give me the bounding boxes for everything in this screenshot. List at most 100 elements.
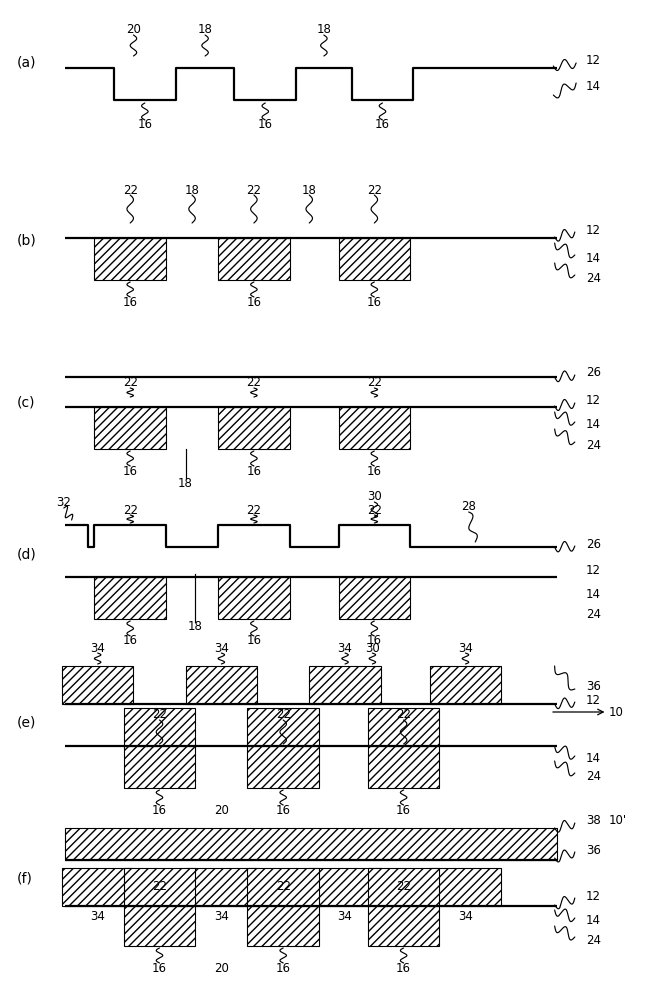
Text: 22: 22 — [122, 376, 138, 389]
Text: 16: 16 — [275, 962, 291, 974]
Bar — [430, 666, 501, 704]
Text: 12: 12 — [586, 54, 601, 68]
Text: 10': 10' — [609, 814, 627, 826]
Text: 34: 34 — [90, 910, 105, 922]
Text: 18: 18 — [316, 23, 331, 36]
Text: (c): (c) — [16, 396, 35, 410]
Text: 20: 20 — [214, 962, 229, 974]
Text: 16: 16 — [246, 296, 262, 308]
Text: 14: 14 — [586, 752, 601, 764]
Bar — [247, 708, 319, 746]
Bar — [247, 868, 319, 906]
Text: 16: 16 — [367, 465, 382, 478]
Text: 22: 22 — [396, 708, 411, 721]
Text: 36: 36 — [586, 843, 601, 856]
Text: 34: 34 — [214, 910, 229, 922]
Text: 16: 16 — [367, 635, 382, 648]
Text: 22: 22 — [152, 880, 167, 894]
Text: (f): (f) — [16, 871, 32, 885]
Text: 22: 22 — [122, 504, 138, 516]
Text: 32: 32 — [57, 496, 71, 510]
Text: 22: 22 — [246, 376, 262, 389]
Text: 16: 16 — [122, 296, 138, 308]
Text: 12: 12 — [586, 890, 601, 902]
Bar — [218, 238, 290, 280]
Text: 14: 14 — [586, 418, 601, 432]
Text: 22: 22 — [396, 880, 411, 894]
Bar — [62, 666, 133, 704]
Text: 10: 10 — [609, 706, 624, 718]
Text: 18: 18 — [302, 184, 316, 196]
Text: 30: 30 — [365, 642, 380, 654]
Text: 30: 30 — [367, 490, 381, 504]
Bar — [368, 906, 439, 946]
Text: 16: 16 — [246, 635, 262, 648]
Bar — [62, 868, 133, 906]
Bar — [94, 407, 166, 449]
Text: 16: 16 — [152, 962, 167, 974]
Bar — [124, 746, 195, 788]
Text: 34: 34 — [458, 642, 473, 654]
Text: 16: 16 — [246, 465, 262, 478]
Bar — [124, 906, 195, 946]
Text: 20: 20 — [126, 23, 141, 36]
Text: 16: 16 — [137, 118, 152, 131]
Bar — [186, 868, 257, 906]
Text: 34: 34 — [458, 910, 473, 922]
Bar — [368, 746, 439, 788]
Text: 18: 18 — [185, 184, 199, 196]
Text: 14: 14 — [586, 588, 601, 602]
Text: 38: 38 — [586, 814, 601, 826]
Text: 28: 28 — [462, 500, 476, 514]
Bar — [218, 577, 290, 619]
Text: 36: 36 — [586, 680, 601, 692]
Text: 22: 22 — [367, 376, 382, 389]
Text: 16: 16 — [367, 296, 382, 308]
Text: 24: 24 — [586, 770, 601, 782]
Text: 34: 34 — [214, 642, 229, 654]
Text: 12: 12 — [586, 694, 601, 706]
Bar — [430, 868, 501, 906]
Bar — [368, 868, 439, 906]
Text: 16: 16 — [152, 804, 167, 816]
Text: 24: 24 — [586, 934, 601, 946]
Bar — [339, 577, 410, 619]
Bar — [247, 746, 319, 788]
Text: 20: 20 — [214, 804, 229, 816]
Text: 16: 16 — [258, 118, 273, 131]
Bar — [218, 407, 290, 449]
Text: 34: 34 — [338, 642, 352, 654]
Text: 22: 22 — [275, 708, 291, 721]
Text: 26: 26 — [586, 538, 601, 552]
Text: 16: 16 — [122, 635, 138, 648]
Bar — [186, 666, 257, 704]
Text: 16: 16 — [275, 804, 291, 816]
Bar — [309, 868, 381, 906]
Text: 22: 22 — [246, 504, 262, 516]
Text: 14: 14 — [586, 914, 601, 926]
Bar — [124, 708, 195, 746]
Text: 14: 14 — [586, 251, 601, 264]
Text: 18: 18 — [198, 23, 212, 36]
Text: 22: 22 — [367, 504, 382, 516]
Text: (d): (d) — [16, 548, 36, 562]
Text: 22: 22 — [367, 184, 382, 196]
Text: 18: 18 — [188, 620, 202, 634]
Bar — [368, 708, 439, 746]
Bar — [247, 906, 319, 946]
Text: (b): (b) — [16, 233, 36, 247]
Text: 34: 34 — [338, 910, 352, 922]
Bar — [94, 577, 166, 619]
Text: (a): (a) — [16, 56, 36, 70]
Text: 14: 14 — [586, 80, 601, 93]
Bar — [65, 828, 557, 860]
Text: 22: 22 — [246, 184, 262, 196]
Text: 34: 34 — [90, 642, 105, 654]
Bar — [124, 868, 195, 906]
Text: 26: 26 — [586, 366, 601, 379]
Text: (e): (e) — [16, 715, 36, 729]
Text: 24: 24 — [586, 439, 601, 452]
Text: 22: 22 — [152, 708, 167, 721]
Bar — [339, 407, 410, 449]
Text: 16: 16 — [396, 962, 411, 974]
